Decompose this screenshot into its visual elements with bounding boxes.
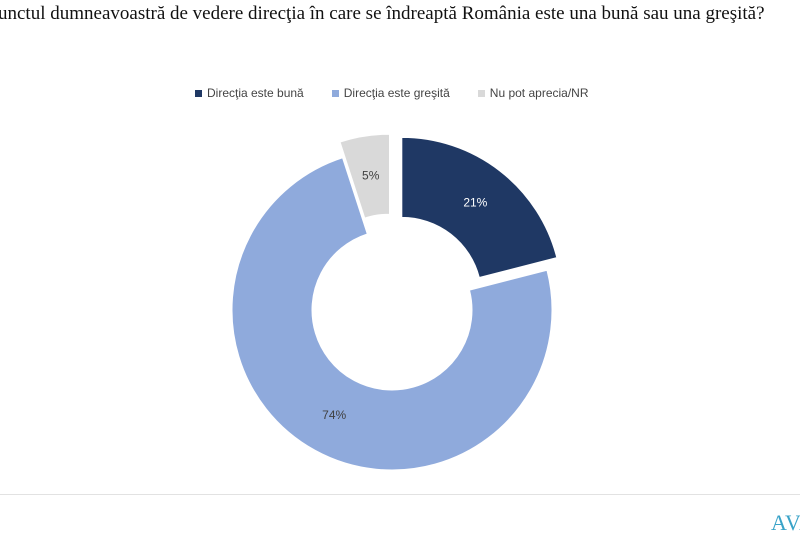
donut-slice (339, 133, 390, 219)
legend-label: Direcţia este bună (207, 86, 304, 100)
logo: AVA (771, 510, 800, 535)
donut-slice (401, 136, 558, 279)
legend-swatch (331, 89, 339, 97)
footer-divider (0, 494, 800, 495)
legend-label: Direcţia este greşită (343, 86, 450, 100)
legend-item-na: Nu pot aprecia/NR (477, 86, 589, 100)
data-label: 21% (463, 196, 487, 210)
legend-label: Nu pot aprecia/NR (489, 86, 589, 100)
chart-title: unctul dumneavoastră de vedere direcţia … (0, 3, 765, 24)
legend-swatch (195, 89, 202, 97)
legend-item-wrong: Direcţia este greşită (331, 86, 450, 100)
donut-slice (231, 157, 553, 471)
data-label: 5% (362, 169, 380, 183)
legend-swatch (477, 89, 485, 97)
legend: Direcţia este bună Direcţia este greşită… (195, 86, 589, 100)
data-label: 74% (322, 408, 346, 422)
legend-item-good: Direcţia este bună (195, 86, 304, 100)
